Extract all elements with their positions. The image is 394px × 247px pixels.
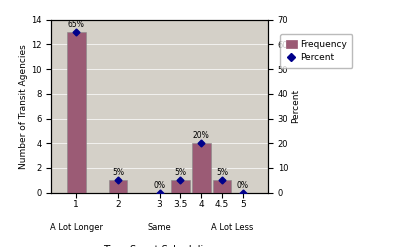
Text: 5%: 5%	[175, 168, 186, 177]
Text: A Lot Longer: A Lot Longer	[50, 223, 103, 232]
Bar	[171, 180, 190, 193]
Bar	[192, 143, 211, 193]
Text: Time Spent Scheduling
Demand Response Trips: Time Spent Scheduling Demand Response Tr…	[101, 245, 218, 247]
Bar	[67, 32, 85, 193]
Text: A Lot Less: A Lot Less	[211, 223, 254, 232]
Text: Same: Same	[148, 223, 171, 232]
Text: 20%: 20%	[193, 131, 210, 140]
Text: 0%: 0%	[154, 181, 165, 190]
Bar	[213, 180, 231, 193]
Y-axis label: Percent: Percent	[291, 89, 300, 123]
Text: 5%: 5%	[216, 168, 228, 177]
Text: 65%: 65%	[68, 20, 85, 29]
Y-axis label: Number of Transit Agencies: Number of Transit Agencies	[19, 44, 28, 169]
Legend: Frequency, Percent: Frequency, Percent	[280, 34, 353, 68]
Text: 0%: 0%	[237, 181, 249, 190]
Bar	[108, 180, 127, 193]
Text: 5%: 5%	[112, 168, 124, 177]
